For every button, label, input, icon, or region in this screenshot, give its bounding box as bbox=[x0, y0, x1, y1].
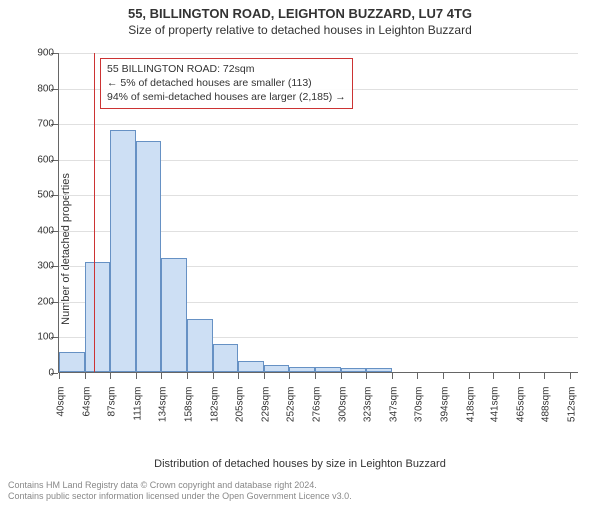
histogram-bar bbox=[238, 361, 264, 372]
x-tick bbox=[85, 372, 86, 379]
y-tick-label: 100 bbox=[26, 332, 54, 343]
y-tick-label: 700 bbox=[26, 119, 54, 130]
x-tick bbox=[315, 372, 316, 379]
attribution-line1: Contains HM Land Registry data © Crown c… bbox=[8, 480, 592, 491]
x-tick-label: 252sqm bbox=[285, 387, 296, 437]
x-tick bbox=[136, 372, 137, 379]
x-tick bbox=[187, 372, 188, 379]
histogram-bar bbox=[315, 367, 341, 372]
gridline bbox=[59, 124, 578, 125]
x-tick-label: 370sqm bbox=[413, 387, 424, 437]
annotation-line2: ← 5% of detached houses are smaller (113… bbox=[107, 76, 346, 90]
x-tick bbox=[59, 372, 60, 379]
histogram-bar bbox=[110, 130, 136, 372]
histogram-bar bbox=[161, 258, 187, 372]
x-tick-label: 87sqm bbox=[106, 387, 117, 437]
x-tick bbox=[469, 372, 470, 379]
attribution-line2: Contains public sector information licen… bbox=[8, 491, 592, 502]
histogram-bar bbox=[341, 368, 366, 372]
marker-line bbox=[94, 53, 95, 372]
histogram-bar bbox=[289, 367, 315, 372]
x-tick-label: 111sqm bbox=[132, 387, 143, 437]
x-tick-label: 347sqm bbox=[388, 387, 399, 437]
gridline bbox=[59, 53, 578, 54]
x-tick-label: 394sqm bbox=[439, 387, 450, 437]
y-tick-label: 800 bbox=[26, 83, 54, 94]
x-axis-title: Distribution of detached houses by size … bbox=[0, 458, 600, 470]
y-tick-label: 200 bbox=[26, 296, 54, 307]
x-tick-label: 229sqm bbox=[260, 387, 271, 437]
histogram-bar bbox=[136, 141, 161, 372]
x-tick-label: 441sqm bbox=[490, 387, 501, 437]
x-tick bbox=[213, 372, 214, 379]
x-tick bbox=[443, 372, 444, 379]
x-tick bbox=[264, 372, 265, 379]
x-tick-label: 64sqm bbox=[82, 387, 93, 437]
x-tick-label: 134sqm bbox=[157, 387, 168, 437]
x-tick bbox=[519, 372, 520, 379]
y-tick-label: 0 bbox=[26, 368, 54, 379]
page-subtitle: Size of property relative to detached ho… bbox=[0, 23, 600, 37]
annotation-box: 55 BILLINGTON ROAD: 72sqm ← 5% of detach… bbox=[100, 58, 353, 109]
x-tick bbox=[570, 372, 571, 379]
x-tick-label: 276sqm bbox=[311, 387, 322, 437]
page-title: 55, BILLINGTON ROAD, LEIGHTON BUZZARD, L… bbox=[0, 6, 600, 21]
y-tick-label: 300 bbox=[26, 261, 54, 272]
x-tick-label: 205sqm bbox=[234, 387, 245, 437]
x-tick-label: 300sqm bbox=[337, 387, 348, 437]
histogram-bar bbox=[85, 262, 110, 372]
histogram-bar bbox=[264, 365, 289, 372]
x-tick bbox=[238, 372, 239, 379]
x-tick-label: 158sqm bbox=[183, 387, 194, 437]
x-tick-label: 418sqm bbox=[465, 387, 476, 437]
y-tick-label: 900 bbox=[26, 48, 54, 59]
x-tick-label: 323sqm bbox=[362, 387, 373, 437]
y-tick-label: 500 bbox=[26, 190, 54, 201]
histogram-bar bbox=[366, 368, 392, 372]
histogram-bar bbox=[213, 344, 238, 372]
annotation-line3: 94% of semi-detached houses are larger (… bbox=[107, 90, 346, 104]
x-tick bbox=[289, 372, 290, 379]
x-tick-label: 40sqm bbox=[56, 387, 67, 437]
histogram-bar bbox=[187, 319, 213, 372]
y-tick-label: 600 bbox=[26, 154, 54, 165]
x-tick-label: 182sqm bbox=[209, 387, 220, 437]
x-tick bbox=[493, 372, 494, 379]
x-tick bbox=[110, 372, 111, 379]
y-tick-label: 400 bbox=[26, 225, 54, 236]
x-tick bbox=[366, 372, 367, 379]
x-tick-label: 488sqm bbox=[541, 387, 552, 437]
attribution: Contains HM Land Registry data © Crown c… bbox=[8, 480, 592, 503]
histogram-bar bbox=[59, 352, 85, 372]
x-tick bbox=[417, 372, 418, 379]
x-tick-label: 465sqm bbox=[516, 387, 527, 437]
annotation-line1: 55 BILLINGTON ROAD: 72sqm bbox=[107, 62, 346, 76]
x-tick bbox=[544, 372, 545, 379]
x-tick bbox=[392, 372, 393, 379]
x-tick-label: 512sqm bbox=[567, 387, 578, 437]
x-tick bbox=[341, 372, 342, 379]
x-tick bbox=[161, 372, 162, 379]
